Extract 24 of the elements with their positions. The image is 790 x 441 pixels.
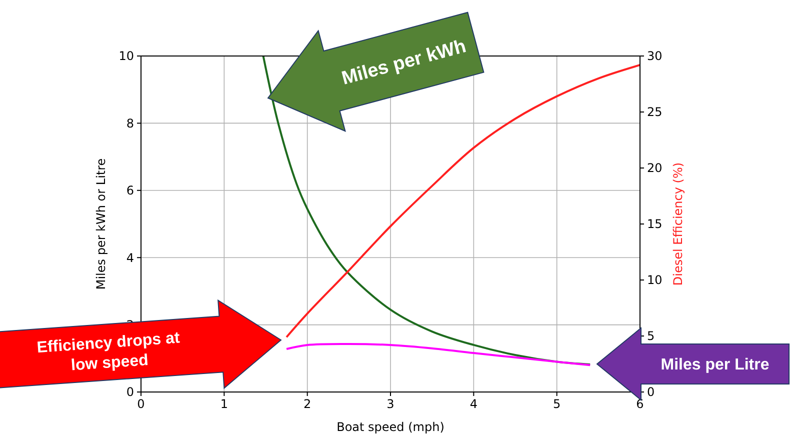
- y-tick-label: 8: [126, 116, 134, 130]
- annotation: Efficiency drops at low speed: [36, 330, 181, 374]
- x-tick-label: 2: [304, 397, 312, 411]
- x-axis-title: Boat speed (mph): [336, 420, 444, 434]
- y-tick-label: 10: [118, 49, 134, 64]
- annotation: Miles per kWh: [340, 36, 468, 90]
- x-tick-label: 5: [553, 397, 561, 411]
- y2-tick-label: 25: [647, 105, 662, 120]
- y2-tick-label: 10: [647, 273, 662, 288]
- y2-tick-label: 15: [647, 217, 662, 232]
- y2-tick-label: 20: [647, 161, 662, 176]
- x-tick-label: 0: [137, 397, 145, 411]
- line-series: [286, 342, 592, 366]
- y2-tick-label: 0: [647, 385, 655, 400]
- x-tick-label: 1: [220, 397, 228, 411]
- y-axis-title: Miles per kWh or Litre: [94, 158, 108, 290]
- y-tick-label: 4: [126, 250, 134, 265]
- y2-axis-title: Diesel Efficiency (%): [671, 162, 685, 286]
- y2-tick-label: 5: [647, 329, 655, 344]
- y2-tick-label: 30: [647, 49, 662, 64]
- y-tick-label: 6: [126, 184, 134, 198]
- x-tick-label: 3: [386, 397, 394, 411]
- arrow-callout: Miles per kWh: [267, 12, 484, 132]
- x-tick-label: 4: [470, 397, 478, 411]
